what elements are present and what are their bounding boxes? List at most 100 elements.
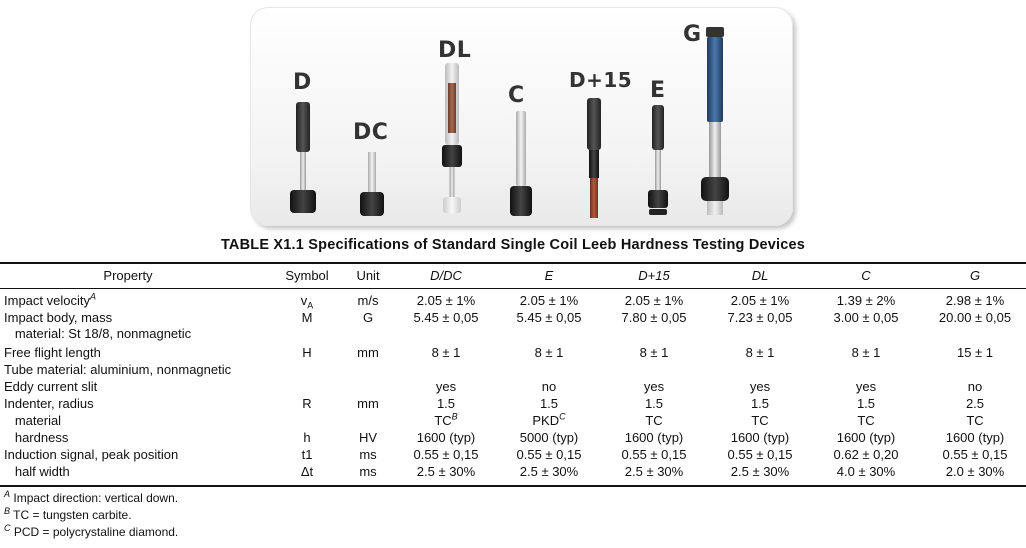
- header-cell: E: [544, 268, 554, 283]
- value-cell: 2.05 ± 1%: [519, 293, 579, 308]
- value-cell: 8 ± 1: [851, 345, 881, 360]
- header-cell: D+15: [638, 268, 670, 283]
- value-cell: 2.5: [965, 396, 985, 411]
- value-cell: 0.62 ± 0,20: [833, 447, 899, 462]
- footnote-b: B TC = tungsten carbite.: [4, 506, 132, 523]
- symbol-cell: Δt: [300, 464, 314, 479]
- value-cell: TC: [857, 413, 875, 428]
- value-cell: 20.00 ± 0,05: [938, 310, 1012, 325]
- value-cell: 2.0 ± 30%: [945, 464, 1005, 479]
- value-cell: 1.5: [856, 396, 876, 411]
- unit-cell: G: [362, 310, 374, 325]
- value-cell: 1.5: [750, 396, 770, 411]
- value-cell: 1600 (typ): [836, 430, 896, 445]
- value-cell: 4.0 ± 30%: [836, 464, 896, 479]
- symbol-cell: M: [301, 310, 313, 325]
- device-label-dplus15: D+15: [569, 68, 633, 92]
- device-dplus15-image: [584, 98, 604, 220]
- device-d-image: [290, 102, 316, 217]
- value-cell: 2.5 ± 30%: [519, 464, 579, 479]
- device-label-c: C: [508, 83, 525, 108]
- value-cell: 1600 (typ): [416, 430, 476, 445]
- device-dl-image: [440, 63, 464, 215]
- value-cell: 5.45 ± 0,05: [516, 310, 582, 325]
- value-cell: 7.80 ± 0,05: [621, 310, 687, 325]
- value-cell: yes: [855, 379, 877, 394]
- value-cell: 8 ± 1: [639, 345, 669, 360]
- value-cell: 5.45 ± 0,05: [413, 310, 479, 325]
- footnote-c: C PCD = polycrystaline diamond.: [4, 523, 179, 540]
- property-cell: Impact velocityA: [4, 291, 96, 308]
- value-cell: 1.5: [436, 396, 456, 411]
- table-header-rule: [0, 288, 1026, 289]
- unit-cell: ms: [359, 447, 377, 462]
- unit-cell: ms: [359, 464, 377, 479]
- value-cell: 0.55 ± 0,15: [413, 447, 479, 462]
- symbol-cell: t1: [301, 447, 313, 462]
- device-label-dl: DL: [438, 38, 472, 63]
- value-cell: 2.5 ± 30%: [730, 464, 790, 479]
- property-cell: material: [4, 413, 62, 428]
- table-title: TABLE X1.1 Specifications of Standard Si…: [220, 237, 806, 253]
- unit-cell: m/s: [357, 293, 379, 308]
- device-e-image: [647, 105, 669, 217]
- value-cell: 1600 (typ): [730, 430, 790, 445]
- property-cell: Indenter, radius: [4, 396, 94, 411]
- device-label-g: G: [683, 22, 702, 47]
- header-cell: Unit: [356, 268, 380, 283]
- header-cell: D/DC: [430, 268, 462, 283]
- unit-cell: HV: [358, 430, 378, 445]
- value-cell: 2.05 ± 1%: [416, 293, 476, 308]
- value-cell: 1.5: [644, 396, 664, 411]
- value-cell: 15 ± 1: [956, 345, 994, 360]
- value-cell: 0.55 ± 0,15: [727, 447, 793, 462]
- value-cell: 1.5: [539, 396, 559, 411]
- header-cell: G: [969, 268, 981, 283]
- symbol-cell: h: [303, 430, 311, 445]
- symbol-cell: H: [302, 345, 312, 360]
- value-cell: TC: [751, 413, 769, 428]
- value-cell: 2.5 ± 30%: [624, 464, 684, 479]
- value-cell: yes: [749, 379, 771, 394]
- value-cell: 8 ± 1: [534, 345, 564, 360]
- table-bottom-rule: [0, 485, 1026, 487]
- value-cell: TC: [645, 413, 663, 428]
- value-cell: 2.5 ± 30%: [416, 464, 476, 479]
- value-cell: 1600 (typ): [945, 430, 1005, 445]
- header-cell: Symbol: [285, 268, 329, 283]
- device-photo: D DC DL C D+15 E G: [250, 7, 793, 226]
- value-cell: 5000 (typ): [519, 430, 579, 445]
- property-cell: Impact body, mass: [4, 310, 113, 325]
- value-cell: TCB: [434, 411, 458, 428]
- device-label-d: D: [293, 70, 312, 95]
- property-cell: half width: [4, 464, 70, 479]
- value-cell: 1.39 ± 2%: [836, 293, 896, 308]
- unit-cell: mm: [357, 396, 379, 411]
- value-cell: PKDC: [532, 411, 566, 428]
- value-cell: 8 ± 1: [431, 345, 461, 360]
- value-cell: yes: [643, 379, 665, 394]
- header-cell: C: [861, 268, 871, 283]
- device-c-image: [509, 111, 533, 217]
- footnote-a: A Impact direction: vertical down.: [4, 489, 179, 506]
- property-cell: material: St 18/8, nonmagnetic: [4, 326, 192, 341]
- value-cell: 0.55 ± 0,15: [942, 447, 1008, 462]
- device-dc-image: [360, 152, 384, 218]
- property-cell: Free flight length: [4, 345, 101, 360]
- property-cell: hardness: [4, 430, 69, 445]
- value-cell: 3.00 ± 0,05: [833, 310, 899, 325]
- value-cell: 2.05 ± 1%: [624, 293, 684, 308]
- value-cell: 7.23 ± 0,05: [727, 310, 793, 325]
- value-cell: 1600 (typ): [624, 430, 684, 445]
- device-g-image: [700, 27, 730, 219]
- value-cell: 2.05 ± 1%: [730, 293, 790, 308]
- value-cell: yes: [435, 379, 457, 394]
- value-cell: no: [541, 379, 557, 394]
- value-cell: 2.98 ± 1%: [945, 293, 1005, 308]
- value-cell: 0.55 ± 0,15: [516, 447, 582, 462]
- value-cell: no: [967, 379, 983, 394]
- property-cell: Tube material: aluminium, nonmagnetic: [4, 362, 232, 377]
- table-top-rule: [0, 262, 1026, 264]
- value-cell: TC: [966, 413, 984, 428]
- header-cell: Property: [103, 268, 153, 283]
